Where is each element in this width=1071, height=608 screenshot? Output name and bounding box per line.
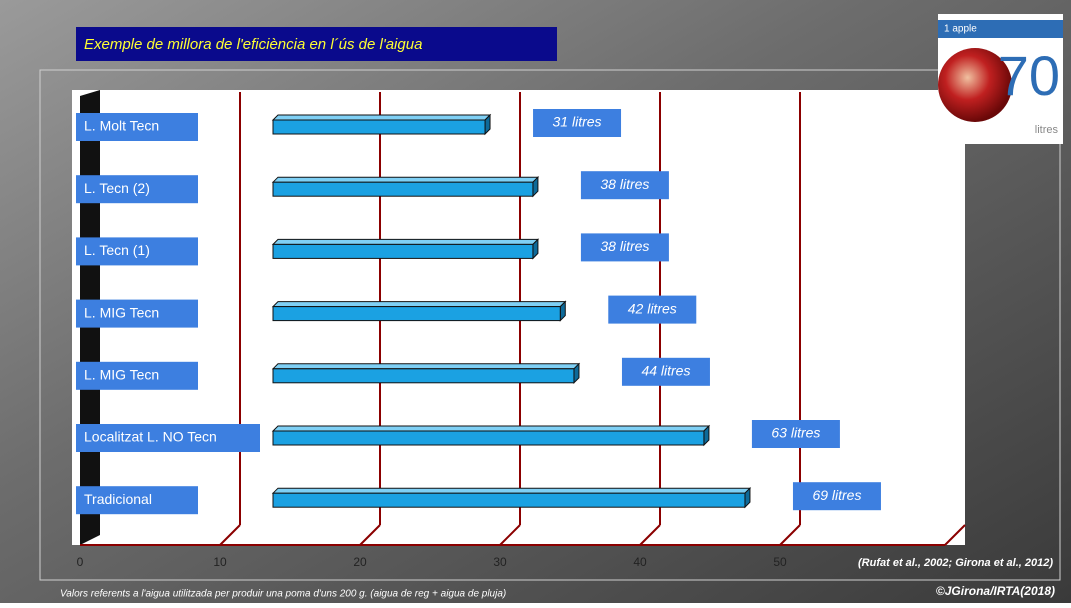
category-label: Localitzat L. NO Tecn: [84, 429, 217, 445]
badge-bar: [938, 20, 1063, 38]
value-label: 69 litres: [812, 487, 861, 503]
category-box: [76, 113, 198, 141]
category-label: L. Molt Tecn: [84, 118, 159, 134]
category-box: [76, 299, 198, 328]
category-label: Tradicional: [84, 491, 152, 507]
footnote: Valors referents a l'aigua utilitzada pe…: [60, 589, 506, 600]
value-label: 63 litres: [771, 425, 820, 441]
apple: [938, 48, 1012, 122]
grid-line: [639, 524, 661, 546]
bar: [272, 492, 746, 508]
bar: [272, 430, 705, 446]
x-tick-label: 10: [213, 555, 227, 569]
bar-top: [271, 176, 540, 183]
badge-caption: 1 apple: [944, 24, 977, 35]
bar-top: [271, 363, 581, 370]
category-label: L. Tecn (1): [84, 242, 150, 258]
category-box: [76, 361, 198, 390]
x-tick-label: 20: [353, 555, 367, 569]
value-label-box: [608, 295, 697, 324]
bar: [272, 181, 534, 197]
bar: [272, 306, 561, 322]
value-label: 38 litres: [600, 176, 649, 192]
x-tick-label: 40: [633, 555, 647, 569]
bar: [272, 119, 486, 135]
bar: [272, 368, 575, 384]
grid-line: [219, 524, 241, 546]
value-label: 38 litres: [600, 238, 649, 254]
grid-line: [499, 524, 521, 546]
value-label-box: [580, 171, 669, 200]
bar-top: [271, 487, 752, 494]
category-box: [76, 175, 198, 204]
badge: 1 apple 70 litres: [938, 14, 1063, 144]
value-label-box: [751, 420, 840, 448]
value-label: 31 litres: [553, 114, 602, 130]
citation: (Rufat et al., 2002; Girona et al., 2012…: [858, 557, 1053, 569]
value-label: 42 litres: [628, 300, 677, 316]
value-label-box: [580, 233, 669, 262]
title-box: [76, 27, 557, 61]
x-axis-depth: [944, 524, 966, 546]
slide-title: Exemple de millora de l'eficiència en l´…: [84, 36, 422, 53]
x-tick-label: 30: [493, 555, 507, 569]
x-tick-label: 50: [773, 555, 787, 569]
category-label: L. MIG Tecn: [84, 304, 159, 320]
bar-top: [271, 301, 567, 308]
grid-line: [359, 524, 381, 546]
bar: [272, 243, 534, 259]
grid-line: [779, 524, 801, 546]
category-box: [76, 424, 260, 452]
frame: [39, 69, 1061, 581]
category-label: L. Tecn (2): [84, 180, 150, 196]
value-label-box: [792, 482, 881, 511]
bar-top: [271, 425, 711, 432]
x-tick-label: 0: [77, 555, 84, 569]
category-box: [76, 237, 198, 266]
credit: ©JGirona/IRTA(2018): [936, 584, 1055, 598]
category-box: [76, 486, 198, 515]
value-label-box: [533, 109, 622, 137]
category-label: L. MIG Tecn: [84, 367, 159, 383]
bar-top: [271, 238, 540, 245]
value-label-box: [621, 357, 710, 386]
bar-top: [271, 114, 492, 121]
badge-number: 70: [998, 44, 1060, 107]
value-label: 44 litres: [641, 363, 690, 379]
badge-unit: litres: [1035, 124, 1059, 136]
